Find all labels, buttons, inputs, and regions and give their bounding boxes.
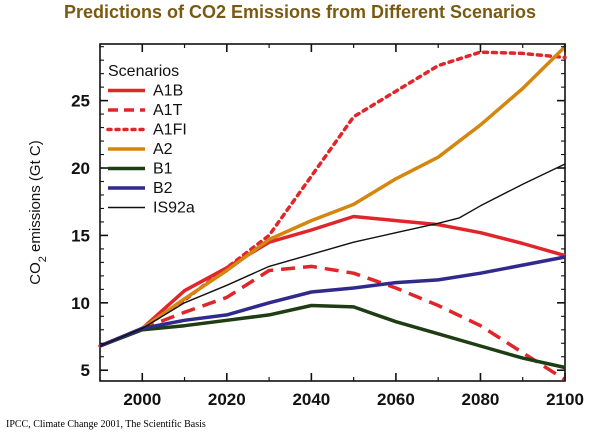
legend-label-b2: B2 bbox=[153, 180, 173, 197]
x-tick-label: 2060 bbox=[377, 390, 415, 409]
series-line-a1fi bbox=[98, 50, 567, 348]
y-tick-label: 20 bbox=[71, 159, 90, 178]
axes: 2000 2020 2040 2060 2080 2100 5 10 15 20 25 bbox=[71, 44, 584, 409]
legend-label-is92a: IS92a bbox=[153, 200, 195, 217]
y-tick-label: 5 bbox=[81, 361, 90, 380]
series-line-a1b bbox=[99, 214, 566, 348]
x-tick-label: 2000 bbox=[123, 390, 161, 409]
legend-label-a1b: A1B bbox=[153, 83, 183, 100]
y-tick-label: 15 bbox=[71, 226, 90, 245]
x-tick-label: 2100 bbox=[546, 390, 584, 409]
legend-label-a1fi: A1FI bbox=[153, 122, 187, 139]
y-axis-label: CO2 emissions (Gt C) bbox=[27, 140, 49, 284]
series-lines bbox=[98, 45, 567, 382]
source-footnote: IPCC, Climate Change 2001, The Scientifi… bbox=[6, 419, 206, 430]
x-tick-label: 2080 bbox=[462, 390, 500, 409]
legend-label-a1t: A1T bbox=[153, 102, 183, 119]
series-line-is92a bbox=[99, 163, 566, 347]
y-tick-label: 10 bbox=[71, 294, 90, 313]
series-line-a1t bbox=[99, 264, 566, 382]
chart-title: Predictions of CO2 Emissions from Differ… bbox=[63, 2, 537, 22]
legend: Scenarios A1B A1T A1FI A2 B1 B2 IS92a bbox=[106, 63, 195, 217]
series-line-b1 bbox=[99, 303, 566, 370]
series-line-a2 bbox=[99, 45, 567, 348]
x-tick-label: 2040 bbox=[292, 390, 330, 409]
legend-title: Scenarios bbox=[108, 63, 179, 80]
plot-frame bbox=[99, 43, 566, 382]
legend-label-b1: B1 bbox=[153, 161, 173, 178]
plot-area bbox=[99, 43, 566, 382]
series-line-b2 bbox=[99, 255, 566, 348]
legend-label-a2: A2 bbox=[153, 141, 173, 158]
x-tick-label: 2020 bbox=[208, 390, 246, 409]
y-tick-label: 25 bbox=[71, 92, 90, 111]
